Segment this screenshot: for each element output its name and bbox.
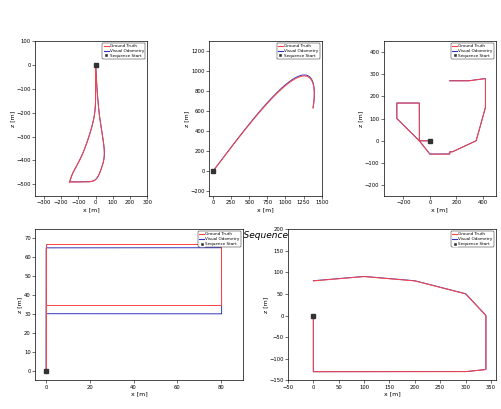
Text: (a)  Sequence 11.: (a) Sequence 11. (51, 231, 131, 240)
Y-axis label: z [m]: z [m] (10, 110, 15, 127)
Y-axis label: z [m]: z [m] (18, 297, 23, 313)
X-axis label: x [m]: x [m] (257, 207, 274, 212)
Text: (c)  Sequence 13.: (c) Sequence 13. (400, 231, 479, 240)
Legend: Ground Truth, Visual Odometry, Sequence Start: Ground Truth, Visual Odometry, Sequence … (451, 231, 494, 247)
X-axis label: x [m]: x [m] (131, 391, 147, 396)
X-axis label: x [m]: x [m] (384, 391, 400, 396)
Legend: Ground Truth, Visual Odometry, Sequence Start: Ground Truth, Visual Odometry, Sequence … (102, 43, 145, 59)
X-axis label: x [m]: x [m] (83, 207, 100, 212)
Y-axis label: z [m]: z [m] (359, 110, 364, 127)
Legend: Ground Truth, Visual Odometry, Sequence Start: Ground Truth, Visual Odometry, Sequence … (451, 43, 494, 59)
Y-axis label: z [m]: z [m] (263, 297, 268, 313)
Legend: Ground Truth, Visual Odometry, Sequence Start: Ground Truth, Visual Odometry, Sequence … (277, 43, 320, 59)
Legend: Ground Truth, Visual Odometry, Sequence Start: Ground Truth, Visual Odometry, Sequence … (198, 231, 241, 247)
Y-axis label: z [m]: z [m] (184, 110, 189, 127)
Text: (b)  Sequence 12.: (b) Sequence 12. (225, 231, 306, 240)
X-axis label: x [m]: x [m] (431, 207, 448, 212)
